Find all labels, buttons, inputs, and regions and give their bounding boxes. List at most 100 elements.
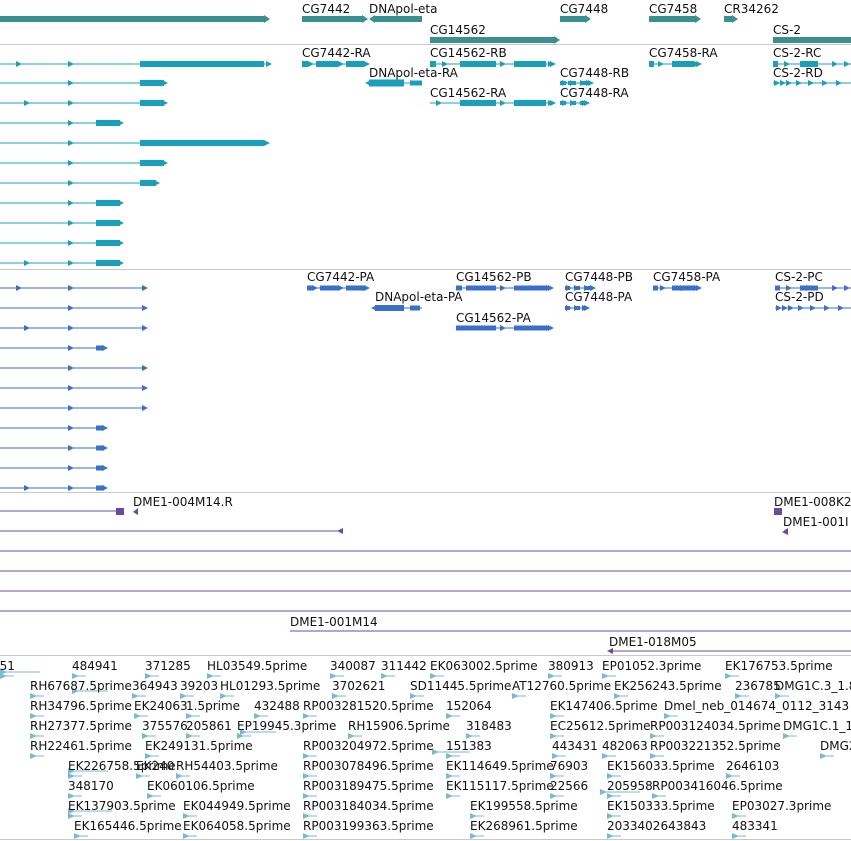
est-glyph-arrow[interactable] xyxy=(775,693,782,699)
est-glyph-arrow[interactable] xyxy=(145,753,152,759)
cds-glyph-end[interactable] xyxy=(102,445,108,451)
cds-glyph-end[interactable] xyxy=(102,465,108,471)
est-glyph-arrow[interactable] xyxy=(550,733,557,739)
transcript-glyph-cg7458-ra-exon[interactable] xyxy=(649,61,654,67)
transcript-glyph-arrow[interactable] xyxy=(68,180,74,186)
est-glyph-arrow[interactable] xyxy=(725,673,732,679)
est-glyph-arrow[interactable] xyxy=(820,753,827,759)
transcript-glyph-cg7448-rb-arrow[interactable] xyxy=(580,80,586,86)
est-glyph-arrow[interactable] xyxy=(237,733,244,739)
transcript-glyph-cg7442-ra-exon[interactable] xyxy=(346,61,364,67)
transcript-glyph-end[interactable] xyxy=(118,120,124,126)
est-glyph-arrow[interactable] xyxy=(30,693,37,699)
transcript-glyph-cs-2-rc-exon[interactable] xyxy=(773,61,778,67)
cds-glyph-cg7448-pb-arrow[interactable] xyxy=(584,285,590,291)
est-glyph-arrow[interactable] xyxy=(446,793,453,799)
est-glyph-arrow[interactable] xyxy=(614,693,621,699)
cds-glyph-end[interactable] xyxy=(142,405,148,411)
cds-glyph-cg7442-pa-arrow[interactable] xyxy=(338,285,344,291)
transcript-glyph-cg7458-ra-arrow[interactable] xyxy=(678,61,684,67)
est-glyph-arrow[interactable] xyxy=(303,833,310,839)
cds-glyph-cg14562-pb-arrow[interactable] xyxy=(500,285,506,291)
transcript-glyph-cg7442-ra-exon[interactable] xyxy=(302,61,308,67)
est-glyph-arrow[interactable] xyxy=(332,693,339,699)
est-glyph-arrow[interactable] xyxy=(602,753,609,759)
transcript-glyph-cg14562-rb-arrow[interactable] xyxy=(442,61,448,67)
transcript-glyph-cg7442-ra-exon[interactable] xyxy=(316,61,338,67)
cds-glyph-end[interactable] xyxy=(142,385,148,391)
est-glyph-arrow[interactable] xyxy=(303,753,310,759)
gene-glyph[interactable] xyxy=(0,16,264,22)
cds-glyph-cg14562-pa-exon[interactable] xyxy=(514,325,546,331)
est-glyph-arrow[interactable] xyxy=(470,813,477,819)
cds-glyph-arrow[interactable] xyxy=(68,365,74,371)
cds-glyph-cg7448-pa-arrow[interactable] xyxy=(574,305,580,311)
cds-glyph-cg7458-pa-end[interactable] xyxy=(696,285,702,291)
cds-glyph-exon[interactable] xyxy=(96,345,104,351)
est-glyph-arrow[interactable] xyxy=(607,833,614,839)
est-glyph-arrow[interactable] xyxy=(180,693,187,699)
est-glyph-arrow[interactable] xyxy=(607,793,614,799)
cds-glyph-cg7448-pa-arrow[interactable] xyxy=(566,305,572,311)
transcript-glyph-end[interactable] xyxy=(264,140,270,146)
cds-glyph-end[interactable] xyxy=(142,285,148,291)
est-glyph-arrow[interactable] xyxy=(72,673,79,679)
cds-glyph-cg14562-pb-exon[interactable] xyxy=(514,285,546,291)
est-glyph-arrow[interactable] xyxy=(410,693,417,699)
transcript-glyph-cs-2-rd-arrow[interactable] xyxy=(808,80,814,86)
transcript-glyph-cg7458-ra-end[interactable] xyxy=(696,61,702,67)
cds-glyph-arrow[interactable] xyxy=(68,325,74,331)
cds-glyph-cg14562-pa-exon[interactable] xyxy=(456,325,496,331)
cds-glyph-arrow[interactable] xyxy=(24,325,30,331)
cds-glyph-cs-2-pd-arrow[interactable] xyxy=(776,305,782,311)
clone-end-marker[interactable] xyxy=(607,648,613,654)
cds-glyph-end[interactable] xyxy=(102,425,108,431)
est-glyph-arrow[interactable] xyxy=(303,713,310,719)
est-glyph-arrow[interactable] xyxy=(381,673,388,679)
est-glyph-arrow[interactable] xyxy=(550,793,557,799)
est-span-arrow[interactable] xyxy=(68,768,75,774)
est-glyph-arrow[interactable] xyxy=(652,793,659,799)
transcript-glyph-arrow[interactable] xyxy=(24,100,30,106)
transcript-glyph-cg7448-rb-end[interactable] xyxy=(588,80,594,86)
est-glyph-arrow[interactable] xyxy=(186,733,193,739)
est-glyph-arrow[interactable] xyxy=(650,753,657,759)
est-glyph-arrow[interactable] xyxy=(552,753,559,759)
est-glyph-arrow[interactable] xyxy=(183,833,190,839)
cds-glyph-exon[interactable] xyxy=(96,465,104,471)
est-glyph-arrow[interactable] xyxy=(68,793,75,799)
cds-glyph-cg7448-pb-end[interactable] xyxy=(590,285,596,291)
transcript-glyph-arrow[interactable] xyxy=(68,80,74,86)
est-glyph-arrow[interactable] xyxy=(348,733,355,739)
transcript-glyph-cs-2-rd-arrow[interactable] xyxy=(796,80,802,86)
est-glyph-arrow[interactable] xyxy=(446,773,453,779)
transcript-glyph-cg14562-ra-end[interactable] xyxy=(550,100,556,106)
cds-glyph-end[interactable] xyxy=(142,305,148,311)
est-glyph-arrow[interactable] xyxy=(446,713,453,719)
transcript-glyph-exon[interactable] xyxy=(140,160,164,166)
cds-glyph-cs-2-pd-arrow[interactable] xyxy=(782,305,788,311)
transcript-glyph-cg7448-ra-arrow[interactable] xyxy=(570,100,576,106)
transcript-glyph-arrow[interactable] xyxy=(68,100,74,106)
cds-glyph-cg7442-pa-end[interactable] xyxy=(364,285,370,291)
cds-glyph-cg7448-pa-end[interactable] xyxy=(584,305,590,311)
transcript-glyph-exon[interactable] xyxy=(140,180,156,186)
est-glyph-arrow[interactable] xyxy=(664,713,671,719)
cds-glyph-cs-2-pc-arrow[interactable] xyxy=(832,285,838,291)
gene-glyph-dnapol-eta[interactable] xyxy=(375,16,422,22)
cds-glyph-cg7442-pa-arrow[interactable] xyxy=(312,285,318,291)
est-glyph-arrow[interactable] xyxy=(650,733,657,739)
transcript-glyph-exon[interactable] xyxy=(140,100,164,106)
transcript-glyph-arrow[interactable] xyxy=(68,200,74,206)
transcript-glyph-cs-2-rc-arrow[interactable] xyxy=(804,61,810,67)
est-glyph-arrow[interactable] xyxy=(732,813,739,819)
est-glyph-arrow[interactable] xyxy=(136,773,143,779)
transcript-glyph-arrow[interactable] xyxy=(68,220,74,226)
est-glyph-arrow[interactable] xyxy=(183,813,190,819)
est-glyph-arrow[interactable] xyxy=(303,773,310,779)
gene-glyph-cr34262-arrow[interactable] xyxy=(732,15,738,23)
transcript-glyph-cs-2-rd-arrow[interactable] xyxy=(780,80,786,86)
est-span-arrow[interactable] xyxy=(0,669,7,675)
gene-glyph-cg7448[interactable] xyxy=(560,16,585,22)
est-glyph-arrow[interactable] xyxy=(446,753,453,759)
